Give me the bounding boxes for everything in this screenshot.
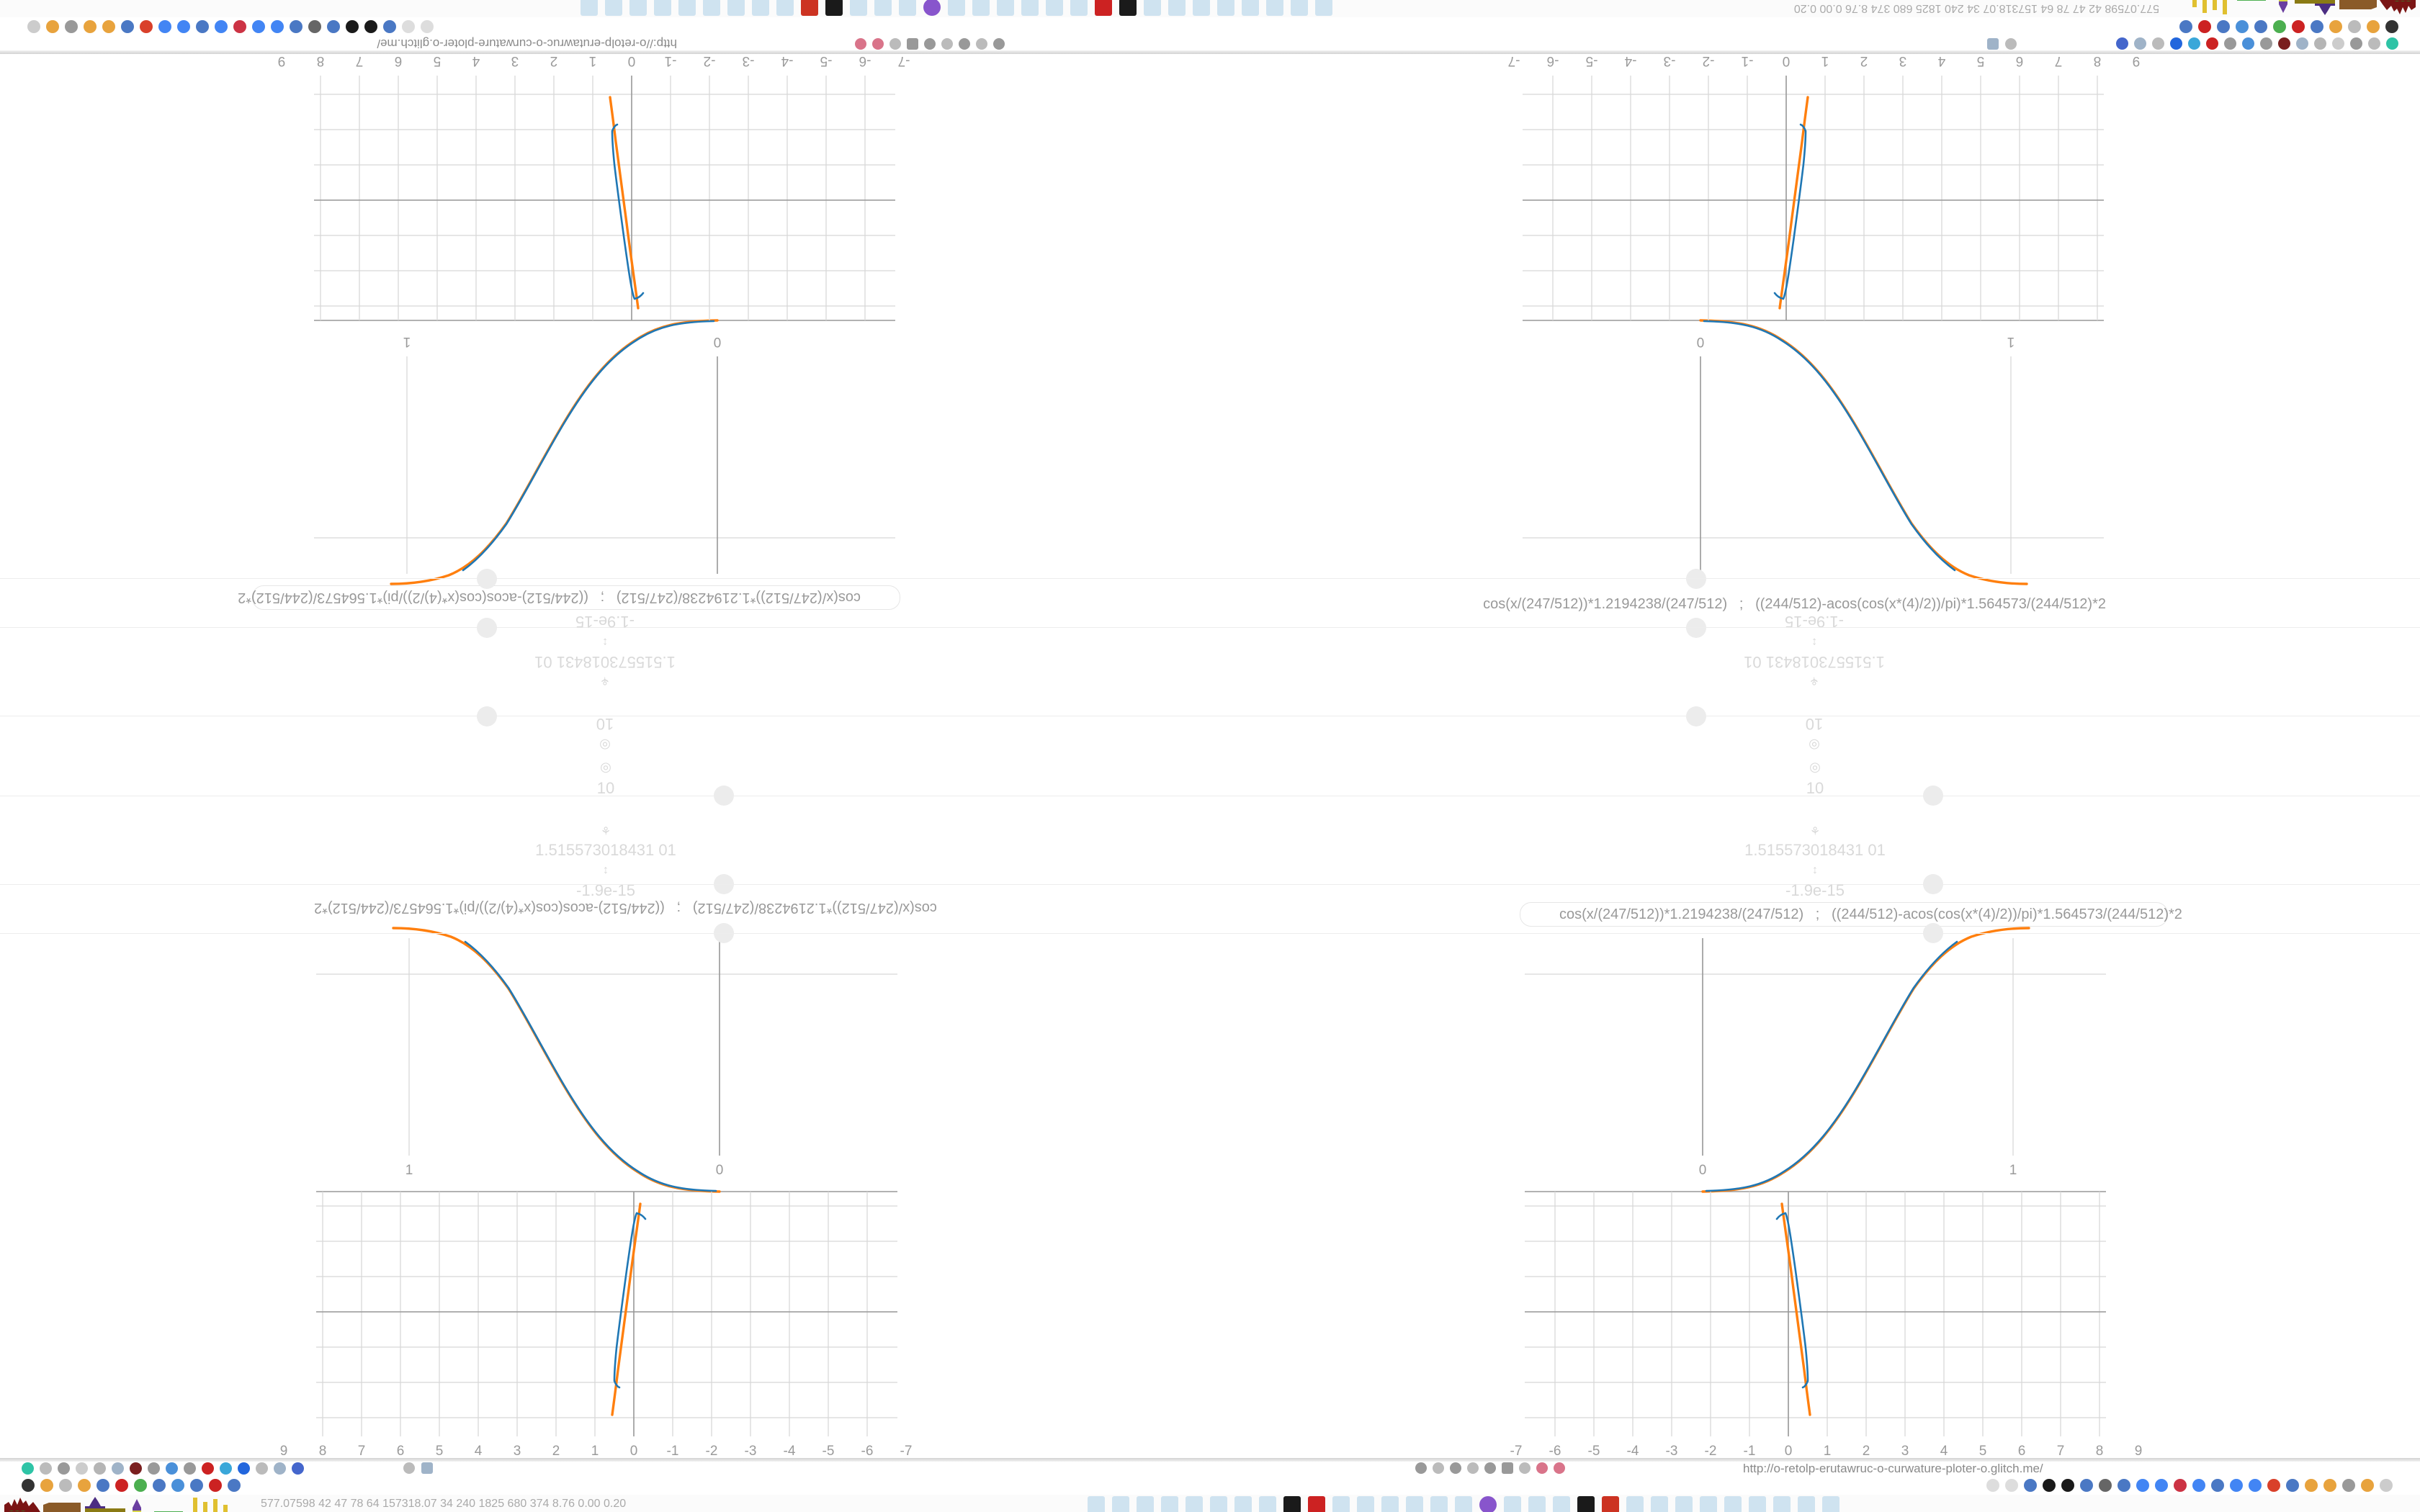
svg-text:4: 4 bbox=[475, 1444, 483, 1459]
svg-text:9: 9 bbox=[280, 1444, 288, 1459]
svg-text:0: 0 bbox=[628, 53, 636, 68]
svg-text:-6: -6 bbox=[859, 53, 871, 68]
svg-text:1: 1 bbox=[1821, 53, 1829, 68]
svg-text:1: 1 bbox=[591, 1444, 599, 1459]
svg-text:-5: -5 bbox=[820, 53, 833, 68]
svg-text:-2: -2 bbox=[706, 1444, 718, 1459]
svg-text:-3: -3 bbox=[745, 1444, 757, 1459]
svg-text:-4: -4 bbox=[1627, 1444, 1639, 1459]
svg-text:2: 2 bbox=[552, 1444, 560, 1459]
svg-text:-6: -6 bbox=[861, 1444, 874, 1459]
svg-text:3: 3 bbox=[1901, 1444, 1909, 1459]
svg-text:-2: -2 bbox=[704, 53, 716, 68]
svg-text:-3: -3 bbox=[1664, 53, 1676, 68]
svg-text:0: 0 bbox=[1697, 334, 1705, 349]
svg-text:4: 4 bbox=[472, 53, 480, 68]
svg-text:4: 4 bbox=[1937, 53, 1945, 68]
svg-text:-1: -1 bbox=[1744, 1444, 1756, 1459]
svg-text:2: 2 bbox=[1863, 1444, 1870, 1459]
svg-text:7: 7 bbox=[2057, 1444, 2065, 1459]
svg-text:3: 3 bbox=[514, 1444, 521, 1459]
svg-text:0: 0 bbox=[1783, 53, 1791, 68]
svg-text:9: 9 bbox=[2135, 1444, 2143, 1459]
svg-text:1: 1 bbox=[589, 53, 597, 68]
svg-text:6: 6 bbox=[2016, 53, 2024, 68]
svg-text:-7: -7 bbox=[900, 1444, 913, 1459]
svg-text:5: 5 bbox=[1979, 1444, 1987, 1459]
svg-text:-2: -2 bbox=[1705, 1444, 1717, 1459]
svg-text:-1: -1 bbox=[667, 1444, 679, 1459]
svg-text:0: 0 bbox=[1785, 1444, 1793, 1459]
svg-text:8: 8 bbox=[319, 1444, 327, 1459]
svg-text:7: 7 bbox=[2055, 53, 2063, 68]
svg-text:4: 4 bbox=[1940, 1444, 1948, 1459]
svg-text:2: 2 bbox=[550, 53, 558, 68]
svg-text:9: 9 bbox=[278, 53, 286, 68]
svg-text:1: 1 bbox=[403, 334, 411, 349]
svg-text:6: 6 bbox=[395, 53, 403, 68]
svg-text:-1: -1 bbox=[1742, 53, 1754, 68]
svg-text:1: 1 bbox=[2007, 334, 2015, 349]
svg-text:8: 8 bbox=[2096, 1444, 2104, 1459]
svg-text:-5: -5 bbox=[1586, 53, 1598, 68]
svg-text:-4: -4 bbox=[1624, 53, 1636, 68]
svg-text:5: 5 bbox=[434, 53, 442, 68]
svg-text:7: 7 bbox=[356, 53, 364, 68]
svg-text:2: 2 bbox=[1860, 53, 1868, 68]
svg-text:8: 8 bbox=[2094, 53, 2102, 68]
svg-text:3: 3 bbox=[1899, 53, 1907, 68]
svg-text:0: 0 bbox=[716, 1163, 724, 1178]
svg-text:-4: -4 bbox=[784, 1444, 796, 1459]
svg-text:8: 8 bbox=[317, 53, 325, 68]
svg-text:-7: -7 bbox=[898, 53, 910, 68]
svg-text:6: 6 bbox=[397, 1444, 405, 1459]
svg-text:1: 1 bbox=[405, 1163, 413, 1178]
svg-text:9: 9 bbox=[2133, 53, 2141, 68]
svg-text:-7: -7 bbox=[1510, 1444, 1523, 1459]
svg-text:1: 1 bbox=[1824, 1444, 1832, 1459]
svg-text:-3: -3 bbox=[1666, 1444, 1678, 1459]
svg-text:-5: -5 bbox=[823, 1444, 835, 1459]
svg-text:7: 7 bbox=[358, 1444, 366, 1459]
svg-text:-6: -6 bbox=[1547, 53, 1559, 68]
svg-text:-1: -1 bbox=[665, 53, 677, 68]
svg-text:-3: -3 bbox=[743, 53, 755, 68]
svg-text:0: 0 bbox=[1699, 1163, 1707, 1178]
svg-text:3: 3 bbox=[511, 53, 519, 68]
svg-text:-6: -6 bbox=[1549, 1444, 1561, 1459]
svg-text:-5: -5 bbox=[1588, 1444, 1600, 1459]
svg-text:-4: -4 bbox=[781, 53, 793, 68]
svg-text:-2: -2 bbox=[1703, 53, 1715, 68]
svg-text:5: 5 bbox=[436, 1444, 444, 1459]
svg-text:5: 5 bbox=[1977, 53, 1985, 68]
svg-text:1: 1 bbox=[2009, 1163, 2017, 1178]
svg-text:-7: -7 bbox=[1508, 53, 1520, 68]
svg-text:0: 0 bbox=[630, 1444, 638, 1459]
svg-text:6: 6 bbox=[2018, 1444, 2026, 1459]
svg-text:0: 0 bbox=[714, 334, 722, 349]
